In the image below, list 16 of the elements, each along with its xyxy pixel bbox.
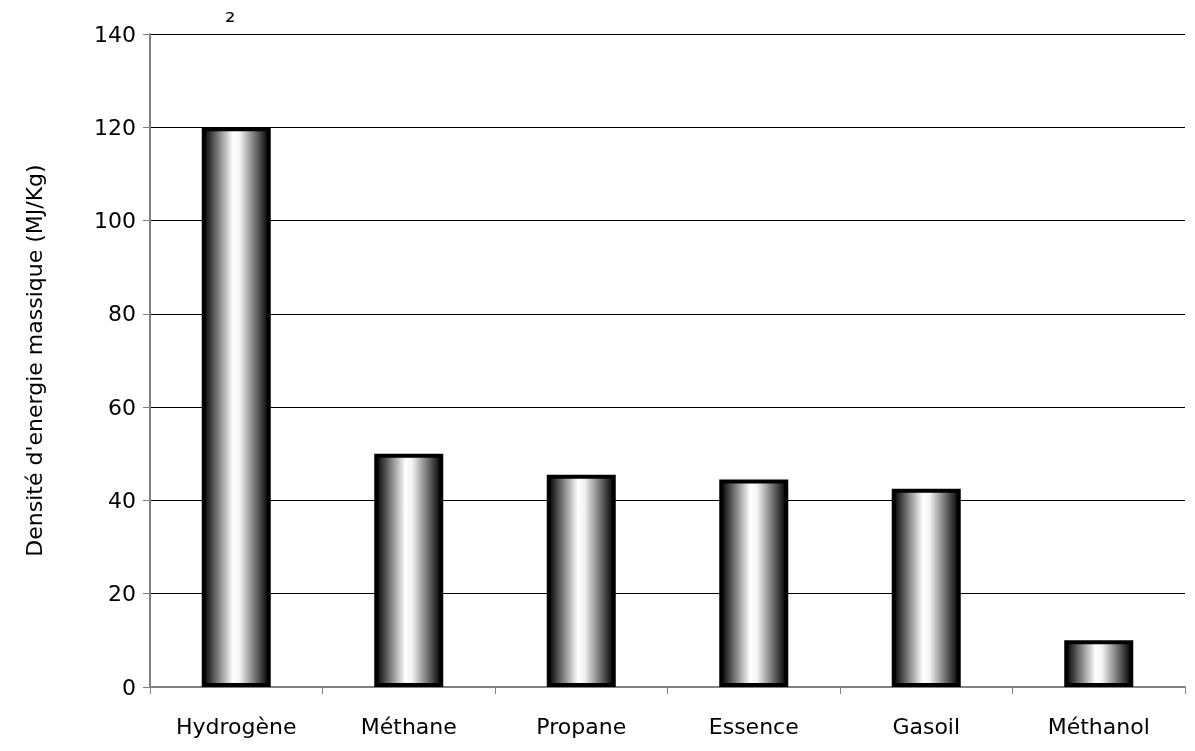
x-tick-label: Gasoil xyxy=(892,713,961,739)
y-tick-label: 20 xyxy=(108,581,136,607)
y-tick-label: 100 xyxy=(94,208,136,234)
x-tick-label: Hydrogène xyxy=(175,713,297,739)
y-axis-title: Densité d'energie massique (MJ/Kg) xyxy=(21,164,47,557)
y-tick-label: 40 xyxy=(108,487,136,513)
text: ₂ xyxy=(225,0,236,28)
y-tick-label: 120 xyxy=(94,114,136,140)
y-tick-label: 80 xyxy=(108,301,136,327)
x-tick-label: Essence xyxy=(708,713,799,739)
y-tick-label: 0 xyxy=(122,674,136,700)
x-tick-label: Méthane xyxy=(360,713,457,739)
y-tick-label: 60 xyxy=(108,394,136,420)
x-tick-label: Méthanol xyxy=(1047,713,1150,739)
x-tick-label: Propane xyxy=(536,713,627,739)
y-tick-label: 140 xyxy=(94,21,136,47)
